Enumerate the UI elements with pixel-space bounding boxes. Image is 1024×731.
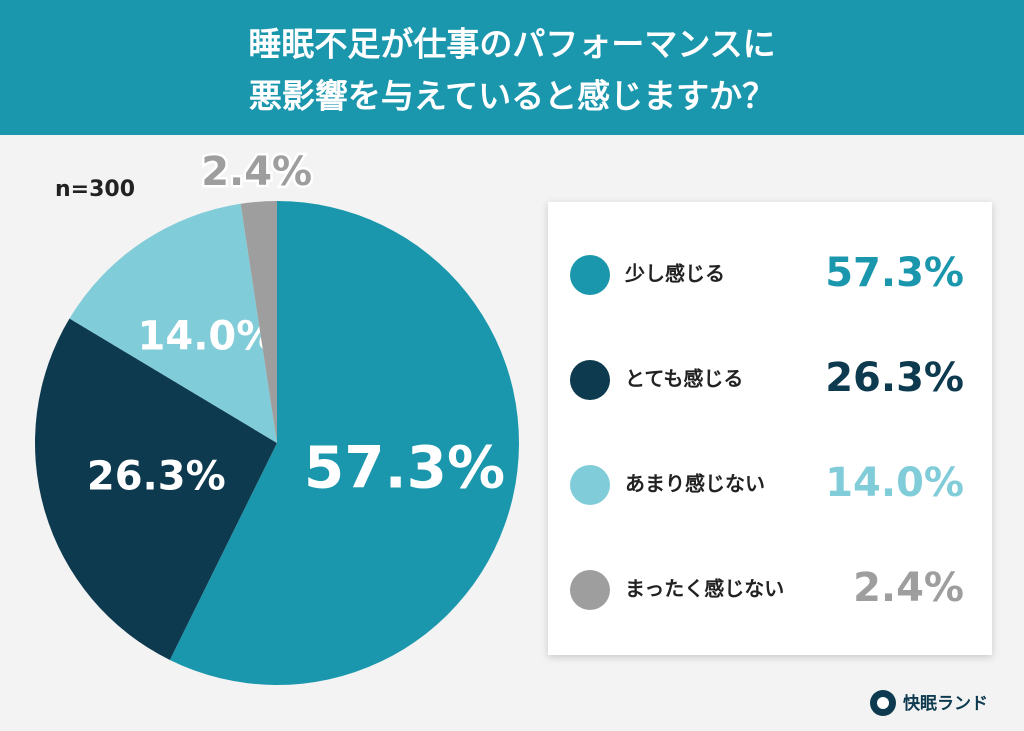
slice-label: 2.4% (201, 149, 312, 195)
pie-slice (34, 318, 277, 660)
legend-label: まったく感じない (625, 577, 784, 601)
pie-slice (240, 201, 277, 443)
pie-slice (169, 201, 520, 685)
legend-marker (570, 570, 610, 610)
header (0, 0, 1024, 135)
logo-text: 快眠ランド (903, 693, 988, 714)
legend-value: 26.3% (825, 355, 964, 401)
legend-label: とても感じる (625, 367, 743, 391)
legend-marker (570, 465, 610, 505)
chart-title: 睡眠不足が仕事のパフォーマンスに (248, 25, 775, 64)
slice-label: 14.0% (138, 313, 277, 359)
legend-box (548, 202, 992, 655)
slice-label: 57.3% (304, 434, 505, 502)
logo-icon (877, 697, 889, 709)
legend-marker (570, 360, 610, 400)
legend-label: あまり感じない (625, 472, 765, 496)
chart-title: 悪影響を与えていると感じますか？ (249, 77, 775, 116)
legend-value: 2.4% (853, 565, 964, 611)
legend-value: 57.3% (825, 250, 964, 296)
legend-label: 少し感じる (624, 262, 725, 286)
sample-size: n=300 (55, 177, 135, 202)
legend-value: 14.0% (825, 460, 964, 506)
pie-slice (69, 203, 277, 443)
slice-label: 26.3% (87, 453, 226, 499)
legend-marker (570, 255, 610, 295)
